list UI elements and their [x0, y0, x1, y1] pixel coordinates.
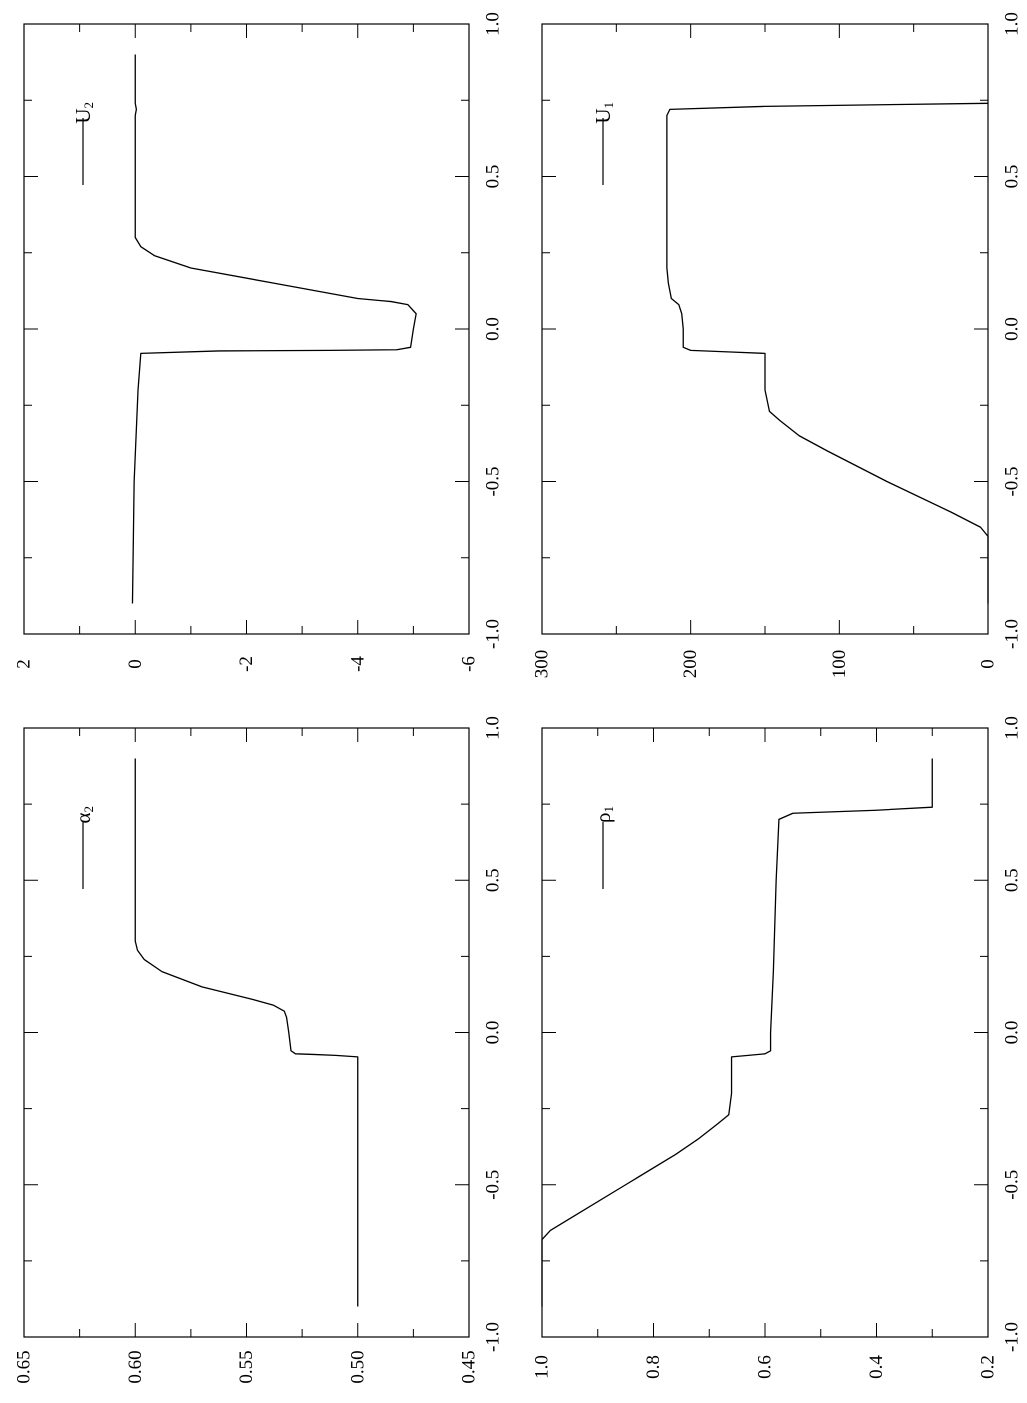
x-tick-label: 0.5	[483, 868, 504, 892]
y-tick-label: 0	[125, 659, 146, 669]
x-tick-label: 0.5	[1002, 165, 1023, 189]
x-tick-label: -0.5	[1002, 1170, 1023, 1200]
x-tick-label: 0.0	[1002, 1021, 1023, 1045]
y-tick-label: -6	[459, 656, 480, 672]
x-tick-label: -0.5	[483, 466, 504, 496]
y-tick-label: 0.55	[236, 1350, 257, 1383]
y-tick-label: 0.8	[643, 1355, 664, 1379]
x-tick-label: -0.5	[1002, 466, 1023, 496]
y-tick-label: 0.45	[459, 1350, 480, 1383]
y-tick-label: 0	[978, 659, 999, 669]
legend-subscript: 2	[81, 102, 96, 109]
x-tick-label: -1.0	[1002, 1322, 1023, 1352]
y-tick-label: 100	[829, 650, 850, 679]
y-tick-label: 0.65	[14, 1350, 35, 1383]
x-tick-label: -0.5	[483, 1170, 504, 1200]
legend-subscript: 1	[601, 102, 616, 109]
y-tick-label: -2	[236, 656, 257, 672]
series-line-u1	[666, 102, 989, 604]
y-tick-label: 2	[14, 659, 35, 669]
y-tick-label: 0.50	[347, 1350, 368, 1383]
legend-subscript: 2	[81, 806, 96, 813]
y-tick-label: 0.60	[125, 1350, 146, 1383]
y-tick-label: 0.6	[755, 1355, 776, 1379]
x-tick-label: 1.0	[483, 12, 504, 36]
legend-symbol: α	[71, 813, 95, 824]
y-tick-label: 200	[680, 650, 701, 679]
legend-label: ρ1	[591, 806, 616, 823]
legend-subscript: 1	[601, 806, 616, 813]
x-tick-label: -1.0	[483, 619, 504, 649]
legend-symbol: U	[71, 109, 95, 124]
y-tick-label: -4	[347, 656, 368, 672]
x-tick-label: 0.0	[483, 1021, 504, 1045]
x-tick-label: 1.0	[1002, 12, 1023, 36]
legend-symbol: ρ	[591, 813, 615, 823]
x-tick-label: 1.0	[483, 716, 504, 740]
x-tick-label: 0.5	[483, 165, 504, 189]
y-tick-label: 0.4	[866, 1355, 887, 1379]
y-tick-label: 0.2	[978, 1355, 999, 1379]
x-tick-label: -1.0	[483, 1322, 504, 1352]
x-tick-label: 1.0	[1002, 716, 1023, 740]
series-line-alpha2	[134, 758, 359, 1307]
x-tick-label: 0.0	[483, 317, 504, 341]
panel-alpha2: -1.0 -0.5 0.0 0.5 1.0 0.45 0.50 0.55 0.60 0.65 α2	[14, 716, 504, 1384]
legend-label: α2	[71, 806, 96, 824]
series-line-rho1	[541, 758, 933, 1307]
x-tick-label: -1.0	[1002, 619, 1023, 649]
panel-u1: -1.0 -0.5 0.0 0.5 1.0 0 100 200 300 U1	[532, 12, 1023, 678]
legend-symbol: U	[591, 109, 615, 124]
y-tick-label: 300	[532, 650, 553, 679]
x-tick-label: 0.5	[1002, 868, 1023, 892]
x-tick-label: 0.0	[1002, 317, 1023, 341]
legend-label: U2	[71, 102, 96, 124]
y-tick-label: 1.0	[532, 1355, 553, 1379]
legend-label: U1	[591, 102, 616, 124]
panel-rho1: -1.0 -0.5 0.0 0.5 1.0 0.2 0.4 0.6 0.8 1.0 ρ1	[532, 716, 1023, 1379]
series-line-u2	[131, 54, 417, 604]
